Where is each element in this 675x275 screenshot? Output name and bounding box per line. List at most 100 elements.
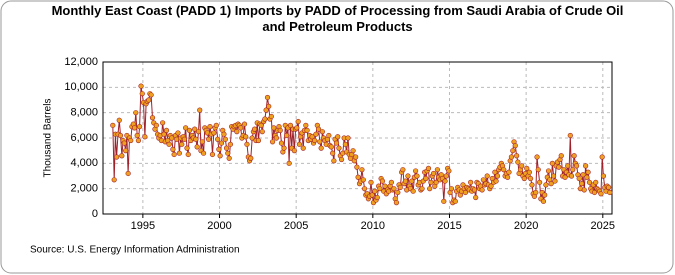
data-point [372,188,378,194]
data-point [354,164,360,170]
data-point [556,164,562,170]
data-point [238,125,244,131]
data-point [514,153,520,159]
data-point [521,175,527,182]
data-point [425,165,432,171]
x-tick-label: 1995 [131,220,155,232]
data-point [330,150,336,156]
data-point [504,174,511,180]
data-point [442,178,448,184]
data-point [338,156,345,163]
data-point [195,129,202,135]
data-point [160,120,166,126]
data-point [264,94,271,101]
data-point [131,125,138,131]
source-note: Source: U.S. Energy Information Administ… [30,245,240,256]
data-point [427,186,433,192]
data-point [512,143,518,149]
data-point [552,178,558,184]
data-point [607,189,613,196]
data-point [199,139,205,145]
data-point [414,173,420,179]
data-point [584,174,590,180]
data-point [134,132,140,139]
data-point [197,107,203,113]
data-point [223,145,230,151]
x-tick-label: 2025 [591,220,615,232]
data-point [114,154,120,160]
data-point [142,134,148,140]
data-point [287,122,294,128]
data-point [400,167,406,173]
data-point [571,153,577,159]
x-tick-label: 2015 [437,220,461,232]
data-point [192,126,198,132]
data-point [248,155,254,161]
data-point [480,177,486,183]
data-point [583,163,589,169]
data-point [374,194,380,201]
data-point [193,136,199,142]
data-point [179,141,185,147]
data-point [313,131,319,137]
data-point [428,179,434,185]
data-point [133,110,139,116]
data-point [153,122,159,128]
data-point [137,123,143,130]
data-point [215,136,221,142]
data-point [184,145,190,151]
data-point [278,140,285,146]
data-point [562,174,568,180]
data-point [600,173,607,179]
data-point [319,129,325,135]
data-point [116,117,122,123]
data-point [181,136,188,142]
data-point [303,122,309,128]
data-point [462,189,469,196]
data-point [119,153,125,159]
data-point [227,141,234,147]
data-point [312,137,318,144]
data-point [262,116,268,122]
data-point [273,135,279,141]
data-point [473,194,479,201]
data-point [300,145,306,151]
data-point [540,198,547,204]
data-point [200,150,207,156]
data-point [176,150,182,156]
data-point [382,183,388,189]
data-point [234,129,240,135]
data-point [149,115,156,121]
data-point [405,173,411,179]
data-point [359,167,365,173]
data-point [448,186,455,192]
data-point [135,137,142,144]
x-tick-label: 2010 [361,220,385,232]
data-point [423,175,429,182]
data-point [508,154,515,160]
data-point [586,179,593,185]
data-point [255,137,262,144]
data-point [216,146,222,152]
data-point [519,163,525,169]
data-point [441,198,447,204]
data-point [128,137,134,144]
data-point [377,186,383,192]
data-point [558,153,564,159]
data-point [263,107,269,113]
data-point [326,132,332,139]
data-point [194,144,200,150]
data-point [117,132,124,139]
y-tick-label: 2,000 [70,183,98,195]
data-point [506,169,512,175]
data-point [350,148,356,154]
data-point [315,126,322,132]
data-point [186,127,193,133]
data-point [576,175,582,182]
data-point [183,125,189,131]
plot-frame [102,61,613,215]
data-point [568,173,575,179]
data-point [148,92,154,98]
